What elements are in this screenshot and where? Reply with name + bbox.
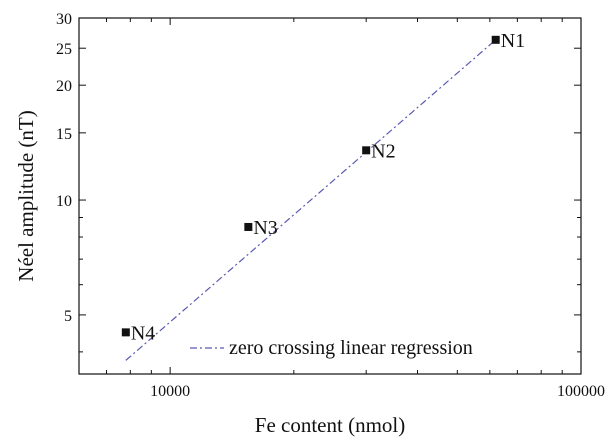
y-tick-label: 15 bbox=[56, 126, 72, 143]
point-label-n2: N2 bbox=[371, 140, 395, 162]
data-point-n4 bbox=[121, 328, 130, 337]
y-tick-label: 20 bbox=[56, 78, 72, 95]
point-label-n1: N1 bbox=[501, 30, 525, 52]
y-axis-title: Néel amplitude (nT) bbox=[14, 110, 38, 281]
data-point-n2 bbox=[362, 146, 371, 155]
y-tick-label: 30 bbox=[56, 11, 72, 28]
plot-frame bbox=[78, 17, 582, 375]
x-axis-title: Fe content (nmol) bbox=[255, 413, 405, 437]
x-tick-label: 10000 bbox=[150, 383, 190, 400]
y-tick-label: 25 bbox=[56, 41, 72, 58]
y-tick-label: 10 bbox=[56, 193, 72, 210]
plot-area: 10000 100000 5 10 15 20 25 30 bbox=[56, 11, 605, 400]
chart-marks: N1 N2 N3 N4 bbox=[121, 30, 525, 361]
point-label-n4: N4 bbox=[131, 322, 155, 344]
data-point-n1 bbox=[491, 35, 500, 44]
legend-label: zero crossing linear regression bbox=[229, 337, 473, 359]
y-tick-label: 5 bbox=[64, 308, 72, 325]
legend: zero crossing linear regression bbox=[190, 337, 473, 359]
regression-line bbox=[125, 39, 497, 361]
data-point-n3 bbox=[244, 222, 253, 231]
x-tick-label: 100000 bbox=[557, 383, 605, 400]
point-label-n3: N3 bbox=[253, 217, 277, 239]
